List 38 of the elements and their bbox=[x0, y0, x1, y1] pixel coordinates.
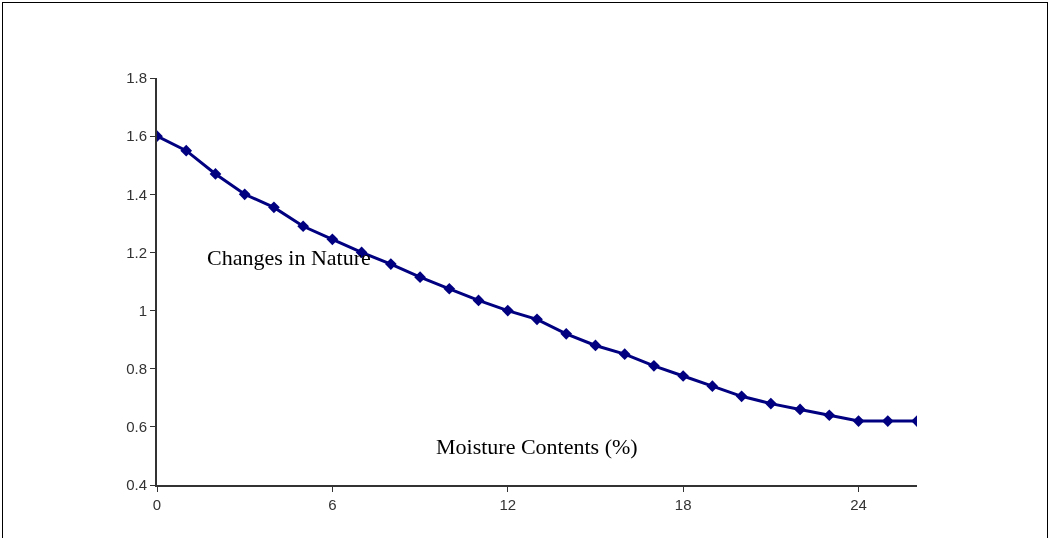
x-tick-label: 24 bbox=[850, 496, 867, 513]
y-tick-label: 0.4 bbox=[126, 476, 147, 494]
x-tick-label: 12 bbox=[499, 496, 517, 513]
point bbox=[589, 339, 602, 352]
y-tick-label: 1.2 bbox=[126, 243, 147, 261]
y-tick-label: 0.6 bbox=[126, 418, 147, 436]
point bbox=[531, 313, 543, 326]
point bbox=[326, 233, 339, 246]
point bbox=[794, 403, 806, 416]
point bbox=[706, 380, 719, 393]
point bbox=[765, 397, 777, 410]
point bbox=[677, 370, 689, 382]
y-tick-label: 1 bbox=[138, 301, 147, 319]
y-tick-label: 1.8 bbox=[126, 69, 147, 87]
point bbox=[472, 294, 485, 307]
x-tick-label: 6 bbox=[328, 496, 337, 513]
point bbox=[443, 282, 456, 295]
point bbox=[209, 168, 222, 180]
point bbox=[180, 144, 193, 157]
point bbox=[238, 188, 251, 201]
y-tick-label: 0.8 bbox=[126, 359, 147, 377]
y-axis-title: Changes in Nature bbox=[207, 245, 371, 270]
point bbox=[414, 271, 426, 283]
point bbox=[852, 415, 865, 427]
point bbox=[385, 258, 397, 270]
point bbox=[618, 348, 631, 361]
point bbox=[735, 390, 748, 403]
point bbox=[501, 304, 514, 317]
point bbox=[268, 201, 280, 214]
y-tick-label: 1.4 bbox=[126, 185, 147, 203]
point bbox=[823, 409, 836, 422]
x-tick-label: 0 bbox=[152, 496, 162, 513]
point bbox=[297, 220, 309, 233]
point bbox=[648, 359, 660, 372]
y-tick-label: 1.6 bbox=[126, 127, 147, 145]
x-axis-title: Moisture Contents (%) bbox=[436, 434, 638, 459]
point bbox=[560, 327, 573, 340]
x-tick-label: 18 bbox=[674, 496, 692, 513]
